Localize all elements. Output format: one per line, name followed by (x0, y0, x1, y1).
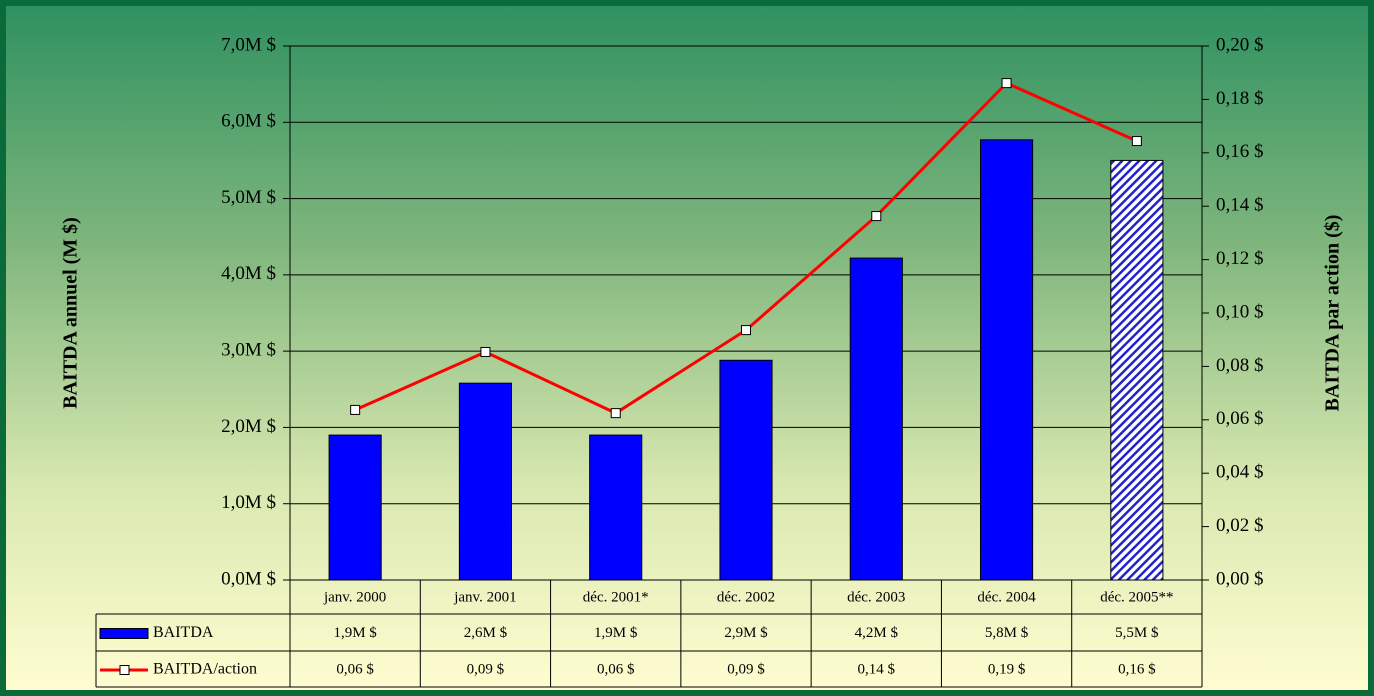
y2-tick-label: 0,04 $ (1216, 462, 1264, 483)
y-tick-label: 5,0M $ (221, 187, 276, 208)
y-tick-label: 0,0M $ (221, 568, 276, 589)
legend-label: BAITDA (153, 624, 214, 641)
category-label: janv. 2001 (453, 589, 516, 605)
category-label: janv. 2000 (323, 589, 386, 605)
y2-tick-label: 0,12 $ (1216, 248, 1264, 269)
value-label: 5,5M $ (1115, 625, 1159, 641)
y2-tick-label: 0,16 $ (1216, 141, 1264, 162)
marker (1131, 136, 1142, 147)
bar (980, 139, 1034, 581)
marker (741, 325, 751, 336)
value-label: 0,09 $ (467, 661, 505, 677)
y-axis-title: BAITDA annuel (M $) (60, 217, 82, 409)
bar (458, 382, 512, 581)
y-tick-label: 6,0M $ (221, 111, 276, 132)
value-label: 2,6M $ (464, 625, 508, 641)
y-tick-label: 2,0M $ (221, 416, 276, 437)
legend-label: BAITDA/action (153, 661, 257, 678)
value-label: 0,14 $ (858, 661, 896, 677)
marker (350, 404, 361, 415)
marker (610, 408, 621, 419)
value-label: 0,19 $ (988, 661, 1026, 677)
y2-tick-label: 0,18 $ (1216, 88, 1264, 109)
category-label: déc. 2001* (583, 589, 649, 605)
y2-tick-label: 0,14 $ (1216, 195, 1264, 216)
bar (1110, 159, 1164, 581)
background (6, 6, 1368, 690)
y-tick-label: 1,0M $ (221, 492, 276, 513)
y2-tick-label: 0,08 $ (1216, 355, 1264, 376)
y2-tick-label: 0,10 $ (1216, 301, 1264, 322)
y-tick-label: 4,0M $ (221, 263, 276, 284)
marker (1001, 78, 1012, 89)
y2-tick-label: 0,00 $ (1216, 568, 1264, 589)
marker (871, 211, 882, 222)
y2-tick-label: 0,20 $ (1216, 34, 1264, 55)
y2-tick-label: 0,02 $ (1216, 515, 1264, 536)
value-label: 0,06 $ (597, 661, 635, 677)
value-label: 1,9M $ (333, 625, 377, 641)
bar (328, 434, 382, 581)
category-label: déc. 2004 (977, 589, 1036, 605)
y2-tick-label: 0,06 $ (1216, 408, 1264, 429)
legend-key (119, 665, 130, 675)
category-label: déc. 2002 (717, 589, 775, 605)
value-label: 0,16 $ (1118, 661, 1156, 677)
bar (719, 359, 773, 581)
value-label: 0,09 $ (727, 661, 765, 677)
bar (589, 434, 643, 581)
bar (849, 257, 903, 581)
value-label: 4,2M $ (855, 625, 899, 641)
value-label: 5,8M $ (985, 625, 1029, 641)
value-label: 2,9M $ (724, 625, 768, 641)
marker (480, 346, 491, 357)
legend-key (99, 628, 149, 639)
y-tick-label: 3,0M $ (221, 340, 276, 361)
category-label: déc. 2005** (1100, 589, 1173, 605)
category-label: déc. 2003 (847, 589, 905, 605)
y-tick-label: 7,0M $ (221, 34, 276, 55)
value-label: 1,9M $ (594, 625, 638, 641)
value-label: 0,06 $ (336, 661, 374, 677)
y2-axis-title: BAITDA par action ($) (1322, 215, 1344, 412)
